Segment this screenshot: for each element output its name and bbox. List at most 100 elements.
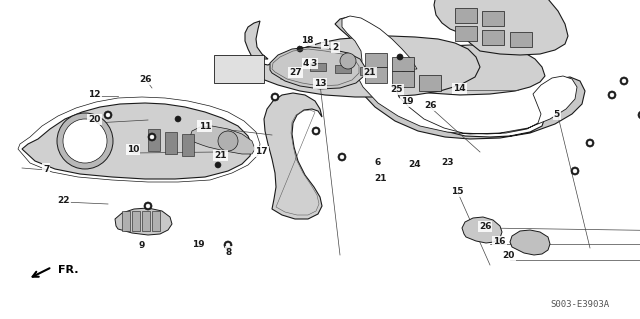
Polygon shape [462,217,502,243]
Text: FR.: FR. [58,265,79,275]
Polygon shape [434,0,568,55]
Bar [392,71,414,87]
Text: 21: 21 [214,151,227,160]
Circle shape [340,155,344,159]
Bar [392,57,414,71]
Circle shape [226,243,230,247]
Text: 24: 24 [408,160,421,169]
Circle shape [312,127,320,135]
Circle shape [148,133,156,141]
Bar [122,211,130,231]
Circle shape [573,169,577,173]
Text: 14: 14 [453,84,466,93]
Circle shape [225,131,231,137]
Circle shape [397,54,403,60]
Circle shape [314,129,318,133]
Bar [132,211,140,231]
Text: S003-E3903A: S003-E3903A [550,300,609,309]
Text: 26: 26 [140,75,152,84]
Text: 20: 20 [88,115,101,124]
Circle shape [620,77,628,85]
Bar [182,134,194,156]
Circle shape [608,91,616,99]
Circle shape [297,46,303,52]
Circle shape [271,93,279,101]
Circle shape [338,153,346,161]
Polygon shape [338,45,545,95]
Circle shape [586,139,594,147]
Text: 3: 3 [310,59,317,68]
Circle shape [571,167,579,175]
Text: 21: 21 [364,68,376,77]
Bar [365,53,387,67]
Text: 23: 23 [442,158,454,167]
Text: 6: 6 [374,158,381,167]
Bar [510,32,532,47]
Text: 21: 21 [374,174,387,182]
Polygon shape [190,126,255,154]
Text: 26: 26 [479,222,492,231]
Text: 9: 9 [139,241,145,250]
Circle shape [588,141,592,145]
Polygon shape [510,230,550,255]
Circle shape [104,111,112,119]
Text: 17: 17 [255,147,268,156]
Text: 18: 18 [301,36,314,45]
Polygon shape [245,21,480,97]
Text: 13: 13 [314,79,326,88]
Text: 26: 26 [424,101,436,110]
Bar [310,63,326,71]
Circle shape [610,93,614,97]
Text: 19: 19 [401,97,414,106]
Text: 10: 10 [127,145,140,154]
Polygon shape [270,47,365,89]
Text: 4: 4 [303,59,309,68]
Text: 2: 2 [332,43,339,52]
Text: 7: 7 [43,165,49,174]
Bar [419,75,441,91]
Polygon shape [335,17,585,139]
Bar [335,65,351,73]
Text: 22: 22 [58,197,70,205]
Circle shape [57,113,113,169]
Bar [148,129,160,151]
Text: 11: 11 [198,122,211,130]
Circle shape [215,162,221,168]
Text: 1: 1 [322,39,328,48]
Polygon shape [342,16,577,134]
Circle shape [224,241,232,249]
Text: 27: 27 [289,68,302,77]
Circle shape [273,95,277,99]
Bar [365,67,387,83]
Circle shape [150,135,154,139]
Bar [214,55,264,83]
Circle shape [106,113,110,117]
Bar [142,211,150,231]
Circle shape [340,53,356,69]
Circle shape [638,111,640,119]
Bar [455,8,477,23]
Circle shape [175,116,181,122]
Bar [152,211,160,231]
Circle shape [146,204,150,208]
Bar [360,67,376,75]
Text: 19: 19 [192,241,205,249]
Bar [455,26,477,41]
Circle shape [218,131,238,151]
Text: 8: 8 [226,248,232,256]
Text: 12: 12 [88,90,101,99]
Circle shape [63,119,107,163]
Polygon shape [115,208,172,235]
Bar [165,132,177,154]
Bar [482,11,504,26]
Polygon shape [22,103,252,179]
Text: 20: 20 [502,251,515,260]
Polygon shape [264,93,322,219]
Text: 15: 15 [451,187,464,196]
Text: 25: 25 [390,85,403,94]
Bar [482,30,504,45]
Circle shape [622,79,626,83]
Text: 5: 5 [554,110,560,119]
Circle shape [144,202,152,210]
Text: 16: 16 [493,237,506,246]
